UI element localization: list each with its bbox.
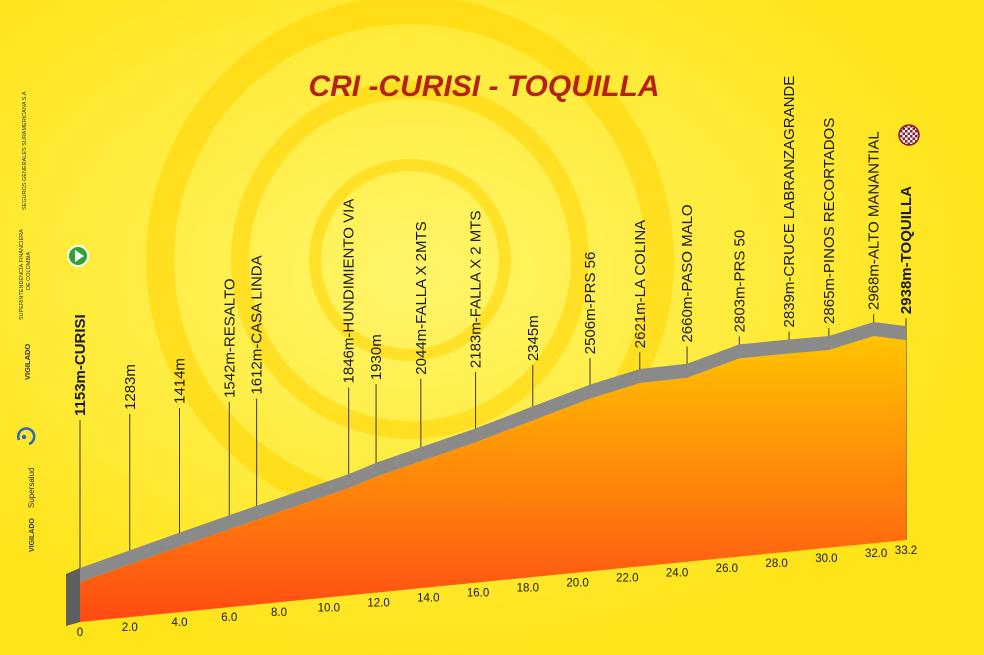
- seguros-label: SEGUROS GENERALES SURAMERICANA S.A: [22, 91, 28, 210]
- waypoint-label: 1930m: [368, 334, 385, 380]
- waypoint-label: 2506m-PRS 56: [582, 252, 599, 355]
- x-tick-label: 20.0: [566, 578, 588, 590]
- profile-side-face: [66, 568, 80, 626]
- x-tick-label: 32.0: [865, 548, 887, 560]
- superintendencia-label: SUPERINTENDENCIA FINANCIERA: [19, 229, 25, 320]
- vigilado-label-top: VIGILADO: [23, 344, 32, 380]
- waypoint-label: 1846m-HUNDIMIENTO VIA: [341, 199, 358, 384]
- vigilado-label-bottom: VIGILADO: [29, 518, 36, 552]
- x-tick-label: 12.0: [367, 597, 389, 609]
- x-tick-label: 4.0: [172, 617, 188, 629]
- x-tick-label: 6.0: [221, 612, 237, 624]
- x-tick-label: 16.0: [467, 587, 489, 599]
- x-tick-label: 26.0: [716, 563, 738, 575]
- waypoint-label: 2839m-CRUCE LABRANZAGRANDE: [781, 76, 798, 328]
- waypoint-label: 2345m: [525, 315, 542, 361]
- x-tick-label: 30.0: [815, 553, 837, 565]
- waypoint-labels: 1153m-CURISI 1283m 1414m 1542m-RESALTO 1612m…: [72, 76, 915, 416]
- waypoint-label: 2044m-FALLA X 2MTS: [413, 221, 430, 374]
- waypoint-label: 1283m: [122, 364, 139, 410]
- supersalud-logo-icon: [16, 427, 36, 446]
- chart-title: CRI -CURISI - TOQUILLA: [308, 70, 659, 103]
- start-icon: [67, 245, 89, 267]
- x-tick-label: 0: [77, 627, 83, 639]
- waypoint-label: 1612m-CASA LINDA: [249, 255, 266, 394]
- x-tick-label: 18.0: [517, 583, 539, 595]
- x-tick-label: 10.0: [318, 602, 340, 614]
- waypoint-label: 2865m-PINOS RECORTADOS: [821, 118, 838, 324]
- x-tick-label: 8.0: [271, 607, 287, 619]
- waypoint-label: 1153m-CURISI: [72, 314, 89, 416]
- elevation-area: [80, 336, 906, 622]
- waypoint-label: 2621m-LA COLINA: [632, 220, 649, 348]
- waypoint-label: 2938m-TOQUILLA: [898, 186, 915, 314]
- x-axis-ticks: 0 2.0 4.0 6.0 8.0 10.0 12.0 14.0 16.0 18.0 20.0 22.…: [77, 545, 917, 639]
- supersalud-label: Supersalud: [27, 468, 36, 508]
- x-tick-label: 24.0: [666, 568, 688, 580]
- x-tick-label: 14.0: [417, 592, 439, 604]
- waypoint-label: 1542m-RESALTO: [221, 278, 238, 398]
- x-tick-label: 33.2: [895, 545, 917, 557]
- x-tick-label: 22.0: [616, 573, 638, 585]
- profile-area: [66, 322, 906, 626]
- waypoint-label: 1414m: [172, 358, 189, 404]
- road-band: [80, 322, 906, 582]
- waypoint-label: 2803m-PRS 50: [731, 230, 748, 333]
- checkered-flag-icon: [898, 124, 920, 146]
- waypoint-label: 2660m-PASO MALO: [679, 204, 696, 342]
- x-tick-label: 28.0: [765, 558, 787, 570]
- sponsor-column: VIGILADO SUPERINTENDENCIA FINANCIERA DE …: [16, 91, 36, 552]
- x-tick-label: 2.0: [122, 622, 138, 634]
- waypoint-label: 2183m-FALLA X 2 MTS: [468, 211, 485, 369]
- waypoint-label: 2968m-ALTO MANANTIAL: [866, 131, 883, 310]
- de-colombia-label: DE COLOMBIA: [26, 251, 32, 290]
